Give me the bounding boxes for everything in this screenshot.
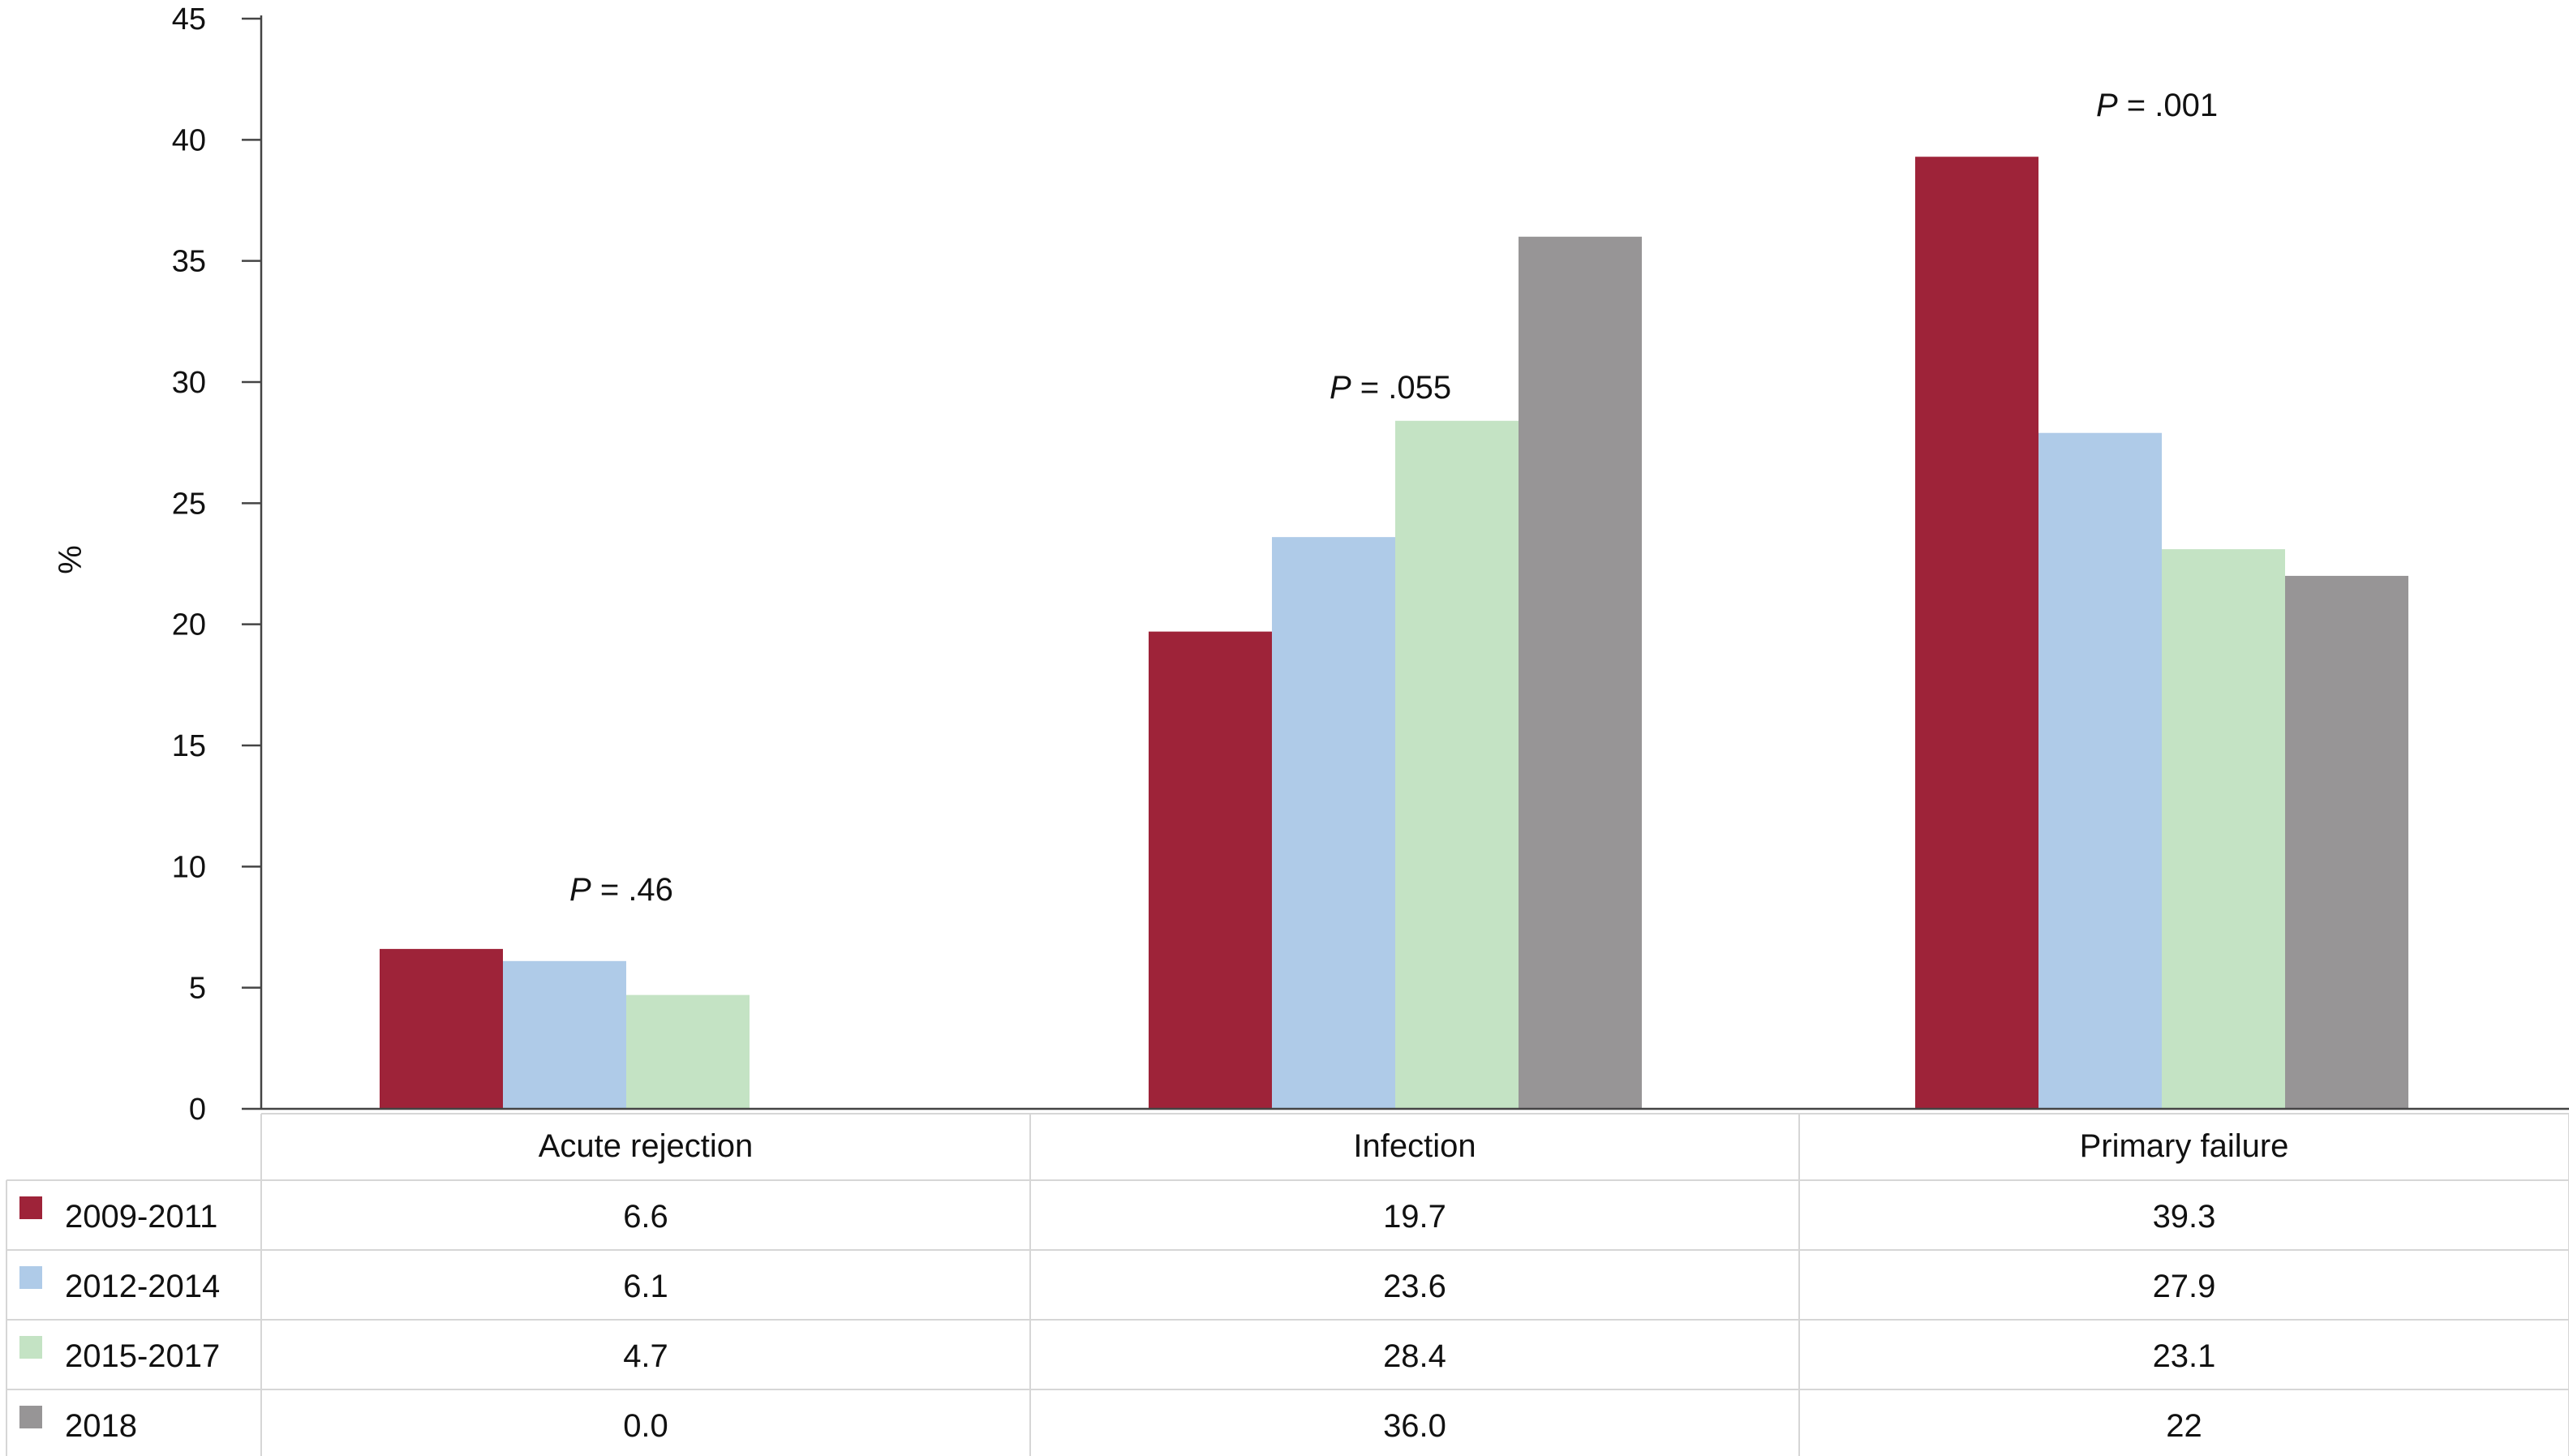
cell-2015-2017-primary-failure: 23.1 (2153, 1338, 2216, 1374)
legend-swatch-2009-2011 (19, 1196, 42, 1219)
bar-acute-rejection-2012-2014 (503, 960, 626, 1109)
bar-infection-2015-2017 (1395, 420, 1519, 1109)
y-tick-label-5: 5 (189, 972, 206, 1006)
legend-label-2012-2014: 2012-2014 (65, 1269, 220, 1304)
p-value-acute-rejection: P = .46 (569, 872, 673, 908)
legend-label-2015-2017: 2015-2017 (65, 1338, 220, 1374)
data-table: Acute rejection Infection Primary failure 2… (6, 1107, 2569, 1456)
cell-2018-primary-failure: 22 (2166, 1408, 2202, 1444)
cell-2009-2011-primary-failure: 39.3 (2153, 1199, 2216, 1235)
y-tick-label-0: 0 (189, 1093, 206, 1127)
legend-swatch-2015-2017 (19, 1336, 42, 1359)
legend-swatch-2012-2014 (19, 1266, 42, 1289)
legend-label-2018: 2018 (65, 1408, 137, 1444)
y-tick-label-30: 30 (172, 366, 206, 400)
p-value-annotations: P = .46 P = .055 P = .001 (569, 88, 2218, 908)
y-tick-label-35: 35 (172, 245, 206, 279)
y-tick-label-10: 10 (172, 850, 206, 884)
p-value-primary-failure: P = .001 (2096, 88, 2218, 123)
bar-infection-2012-2014 (1272, 537, 1395, 1109)
category-label-acute-rejection: Acute rejection (539, 1128, 754, 1164)
cell-2018-acute-rejection: 0.0 (623, 1408, 668, 1444)
category-label-infection: Infection (1353, 1128, 1476, 1164)
y-tick-label-20: 20 (172, 608, 206, 642)
y-tick-label-25: 25 (172, 487, 206, 521)
bar-primary-failure-2012-2014 (2038, 432, 2162, 1109)
bar-infection-2018 (1519, 236, 1642, 1109)
bar-acute-rejection-2015-2017 (626, 994, 750, 1109)
cell-2018-infection: 36.0 (1383, 1408, 1446, 1444)
cell-2015-2017-acute-rejection: 4.7 (623, 1338, 668, 1374)
bar-primary-failure-2018 (2285, 575, 2408, 1109)
y-tick-label-40: 40 (172, 123, 206, 157)
bar-primary-failure-2015-2017 (2162, 549, 2285, 1109)
y-tick-label-15: 15 (172, 729, 206, 763)
legend-swatch-2018 (19, 1406, 42, 1428)
cell-2009-2011-infection: 19.7 (1383, 1199, 1446, 1235)
legend-label-2009-2011: 2009-2011 (65, 1199, 217, 1235)
cell-2012-2014-infection: 23.6 (1383, 1269, 1446, 1304)
cell-2009-2011-acute-rejection: 6.6 (623, 1199, 668, 1235)
p-value-infection: P = .055 (1330, 370, 1451, 406)
bar-primary-failure-2009-2011 (1915, 157, 2038, 1110)
y-axis-label: % (53, 545, 88, 574)
bar-acute-rejection-2009-2011 (380, 948, 503, 1109)
category-label-primary-failure: Primary failure (2080, 1128, 2289, 1164)
cell-2012-2014-primary-failure: 27.9 (2153, 1269, 2216, 1304)
cell-2012-2014-acute-rejection: 6.1 (623, 1269, 668, 1304)
bars (380, 157, 2408, 1110)
cell-2015-2017-infection: 28.4 (1383, 1338, 1446, 1374)
y-tick-label-45: 45 (172, 2, 206, 37)
y-axis: 0 5 10 15 20 25 30 35 40 45 (172, 2, 263, 1127)
bar-infection-2009-2011 (1149, 631, 1272, 1109)
